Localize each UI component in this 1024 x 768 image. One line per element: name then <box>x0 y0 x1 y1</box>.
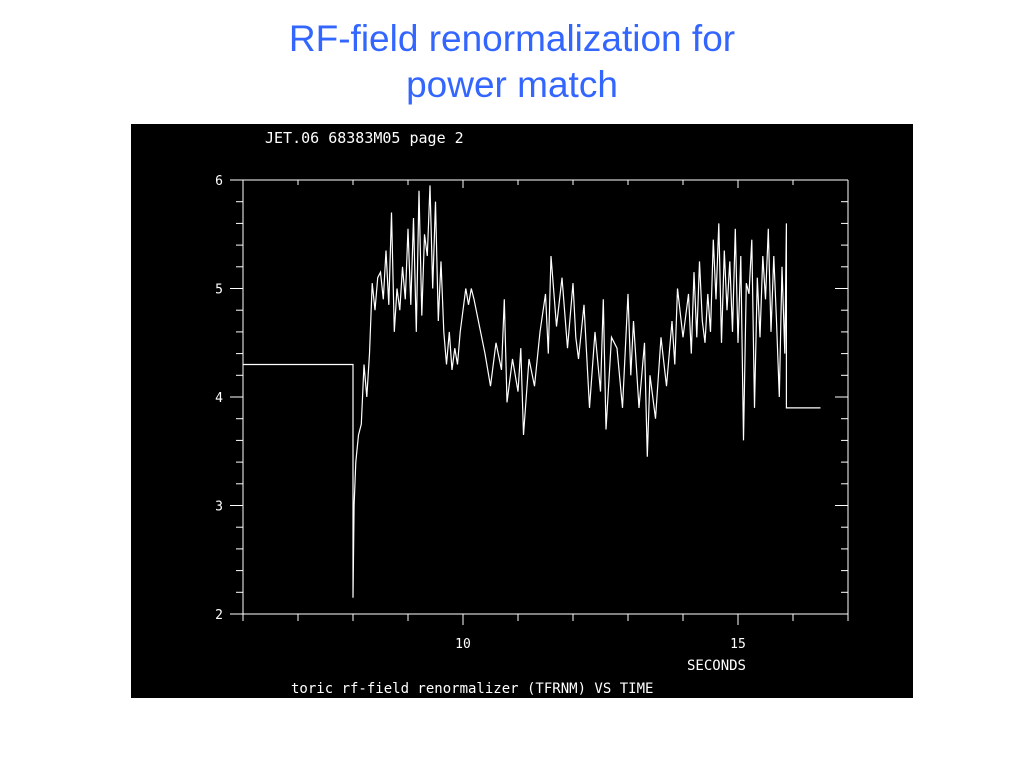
plot-frame: JET.06 68383M05 page 2 2 3 4 5 6 10 15 SECONDS… <box>131 124 913 698</box>
series-line <box>243 185 821 598</box>
tick-marks <box>230 179 849 625</box>
x-axis-label: SECONDS <box>687 658 746 674</box>
plot-header: JET.06 68383M05 page 2 <box>265 129 464 147</box>
slide-title-line-2: power match <box>406 64 618 105</box>
y-tick-label: 4 <box>215 391 223 406</box>
chart-svg: JET.06 68383M05 page 2 2 3 4 5 6 10 15 SECONDS… <box>215 129 849 697</box>
x-tick-label: 10 <box>455 637 471 652</box>
plot-axes <box>242 179 849 615</box>
y-tick-label: 5 <box>215 283 223 298</box>
chart-title: toric rf-field renormalizer (TFRNM) VS T… <box>291 681 653 697</box>
x-tick-label: 15 <box>730 637 746 652</box>
y-tick-label: 6 <box>215 174 223 189</box>
slide-title-line-1: RF-field renormalization for <box>288 18 736 59</box>
y-tick-label: 3 <box>215 500 223 515</box>
y-tick-label: 2 <box>215 608 223 623</box>
tick-labels: 2 3 4 5 6 10 15 <box>215 174 746 652</box>
slide-title: RF-field renormalization for power match <box>0 16 1024 108</box>
